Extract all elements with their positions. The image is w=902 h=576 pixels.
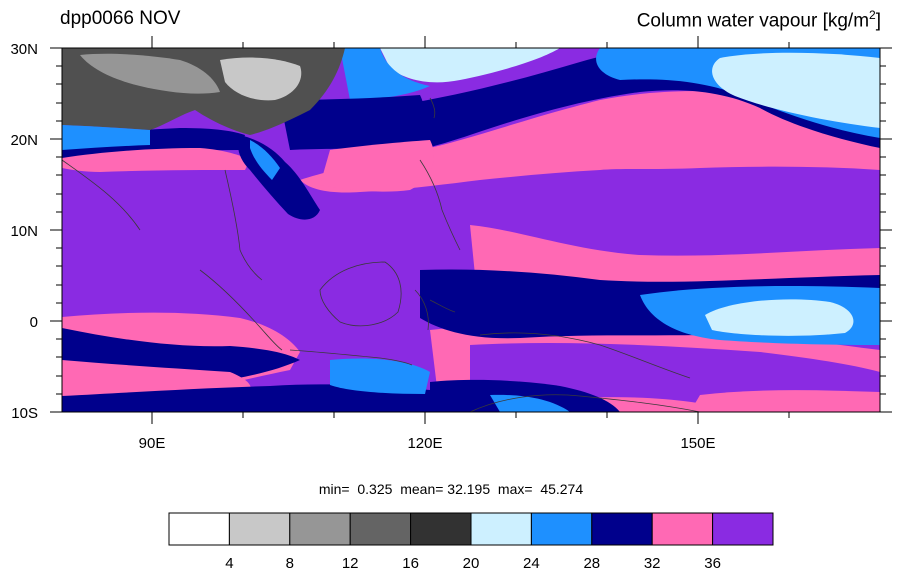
lat-label-10n: 10N [10, 223, 38, 240]
coastlines [61, 97, 701, 413]
coastline-sulawesi [414, 289, 456, 331]
colorbar-swatch [228, 512, 291, 546]
pink-coral-sea [690, 390, 880, 412]
colorbar-swatch [410, 512, 472, 546]
lat-label-10s: 10S [11, 405, 38, 422]
colorbar-tick-label: 28 [583, 555, 600, 572]
navy-south-china-coast [280, 95, 424, 150]
lat-label-0: 0 [30, 314, 38, 331]
lat-minor-ticks [56, 65, 886, 395]
max-label: max= [497, 481, 533, 497]
colorbar-tick-label: 4 [225, 555, 233, 572]
coastline-philippines [419, 159, 461, 251]
lon-labels: 90E 120E 150E [139, 435, 716, 452]
pink-indian-ocean-north [62, 148, 250, 172]
navy-southwest-bottom [62, 384, 460, 412]
pink-north-pacific [300, 91, 880, 193]
colorbar-tick-label: 24 [523, 555, 540, 572]
lon-label-120e: 120E [407, 435, 442, 452]
colorbar-swatch [651, 512, 714, 546]
unit-superscript: 2 [869, 8, 876, 22]
mean-label: mean= [400, 481, 444, 497]
lon-label-150e: 150E [680, 435, 715, 452]
lightblue-equatorial-pacific [705, 299, 854, 336]
indochina-land-blue [250, 140, 280, 180]
map-field [62, 48, 880, 412]
indian-land-blue [62, 125, 150, 150]
coastline-java [289, 349, 413, 366]
colorbar-swatch [591, 512, 653, 546]
colorbar-swatch [168, 512, 230, 546]
blue-java-sea-south [330, 358, 430, 394]
variable-title: Column water vapour [kg/m2] [637, 8, 881, 32]
field-statistics: min= 0.325 mean= 32.195 max= 45.274 [0, 481, 902, 497]
colorbar: 4 8 12 16 20 24 28 32 36 [168, 512, 774, 572]
coastline-malay-peninsula [224, 169, 263, 281]
pink-south-china-sea [320, 140, 434, 192]
colorbar-tick-label: 32 [644, 555, 661, 572]
lat-ticks [50, 47, 892, 413]
coastline-new-guinea [479, 332, 691, 379]
colorbar-tick-label: 16 [402, 555, 419, 572]
lightblue-east-china-sea [380, 48, 560, 83]
colorbar-tick-label: 36 [704, 555, 721, 572]
colorbar-swatch [530, 512, 593, 546]
min-label: min= [318, 481, 350, 497]
coastline-borneo [319, 261, 402, 327]
min-value: 0.325 [357, 481, 393, 497]
water-vapour-map: 30N 20N 10N 0 10S 90E 120E 150E [10, 36, 892, 452]
colorbar-swatch [349, 512, 412, 546]
coastline-sumatra [199, 269, 283, 351]
lon-label-90e: 90E [139, 435, 166, 452]
colorbar-tick-label: 20 [463, 555, 480, 572]
lightblue-north-pacific [712, 52, 880, 128]
navy-arafura [430, 379, 620, 412]
colorbar-tick-label: 8 [286, 555, 294, 572]
map-title: dpp0066 NOV [60, 8, 181, 29]
max-value: 45.274 [540, 481, 584, 497]
colorbar-swatch [470, 512, 532, 546]
lat-labels: 30N 20N 10N 0 10S [10, 41, 38, 422]
lon-ticks [151, 36, 790, 424]
asia-land-gray [80, 53, 220, 94]
asia-land-light [220, 57, 302, 101]
coastline-australia [469, 394, 701, 413]
blue-east-china-sea [340, 48, 430, 100]
variable-title-close: ] [875, 10, 881, 32]
lat-label-20n: 20N [10, 132, 38, 149]
variable-title-text: Column water vapour [kg/m [636, 10, 870, 32]
colorbar-swatch [712, 512, 774, 546]
mean-value: 32.195 [447, 481, 491, 497]
colorbar-swatch [289, 512, 351, 546]
coastline-taiwan [429, 97, 436, 119]
coastline-india [61, 159, 141, 231]
colorbar-tick-label: 12 [342, 555, 359, 572]
lat-label-30n: 30N [10, 41, 38, 58]
